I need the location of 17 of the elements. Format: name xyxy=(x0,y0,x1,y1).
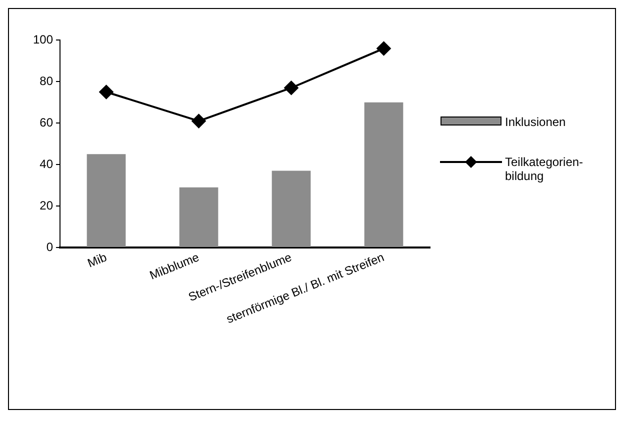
x-tick-label: Mib xyxy=(85,250,109,270)
bar xyxy=(179,187,218,247)
point xyxy=(192,114,206,128)
y-tick-label: 60 xyxy=(40,115,54,130)
y-tick-label: 40 xyxy=(40,156,54,171)
point xyxy=(99,85,114,100)
legend-label: Teilkategorien-bildung xyxy=(505,155,584,183)
bar xyxy=(86,154,126,247)
y-tick-label: 20 xyxy=(40,198,54,212)
point xyxy=(376,41,391,56)
y-tick-label: 0 xyxy=(46,240,54,254)
bar xyxy=(272,170,311,247)
point xyxy=(284,80,298,95)
bar xyxy=(364,102,404,247)
y-tick-label: 80 xyxy=(40,74,54,88)
y-tick-label: 100 xyxy=(32,32,54,47)
legend-label: Inklusionen xyxy=(505,115,567,129)
